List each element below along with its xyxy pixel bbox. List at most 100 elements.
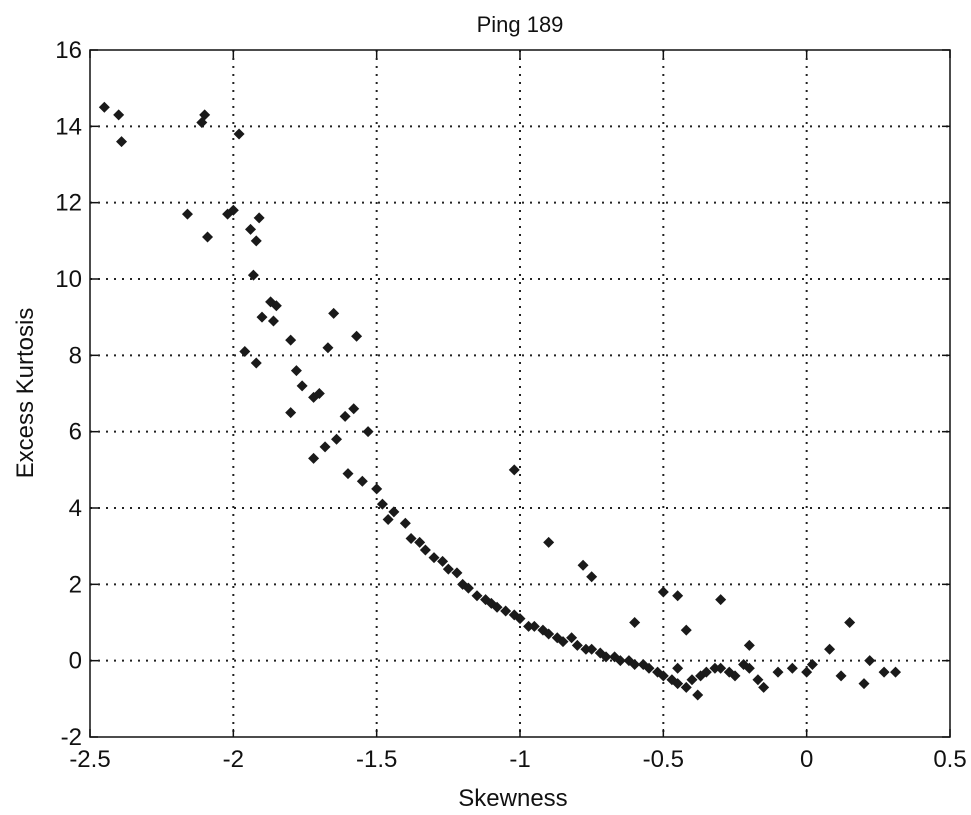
data-point (586, 571, 598, 583)
data-points (98, 101, 902, 701)
y-tick-label: 16 (55, 37, 82, 64)
data-point (322, 342, 334, 354)
data-point (543, 628, 555, 640)
y-tick-label: 10 (55, 266, 82, 293)
data-point (296, 380, 308, 392)
data-point (471, 590, 483, 602)
data-point (250, 235, 262, 247)
tick-marks (89, 49, 951, 738)
data-point (577, 559, 589, 571)
data-point (806, 658, 818, 670)
data-point (181, 208, 193, 220)
data-point (557, 636, 569, 648)
data-point (643, 662, 655, 674)
data-point (371, 483, 383, 495)
data-point (356, 475, 368, 487)
data-point (328, 307, 340, 319)
data-point (285, 334, 297, 346)
data-point (339, 410, 351, 422)
data-point (267, 315, 279, 327)
data-point (680, 681, 692, 693)
data-point (700, 666, 712, 678)
data-point (508, 464, 520, 476)
data-point (253, 212, 265, 224)
y-tick-label: -2 (61, 724, 82, 751)
data-point (758, 681, 770, 693)
data-point (399, 517, 411, 529)
data-point (890, 666, 902, 678)
data-point (752, 674, 764, 686)
data-point (199, 109, 211, 121)
data-point (629, 658, 641, 670)
data-point (600, 651, 612, 663)
data-point (491, 601, 503, 613)
data-point (864, 655, 876, 667)
data-point (348, 403, 360, 415)
data-point (571, 639, 583, 651)
data-point (319, 441, 331, 453)
y-tick-labels: -2 0 2 4 6 8 10 12 14 16 (55, 37, 82, 751)
data-point (250, 357, 262, 369)
x-tick-label: -2.5 (69, 746, 110, 773)
data-point (514, 613, 526, 625)
data-point (528, 620, 540, 632)
x-tick-label: -2 (223, 746, 244, 773)
x-axis-label: Skewness (458, 785, 567, 812)
data-point (382, 513, 394, 525)
data-point (308, 452, 320, 464)
data-point (313, 388, 325, 399)
data-point (376, 498, 388, 510)
data-point (256, 311, 268, 323)
data-point (523, 620, 535, 632)
y-tick-label: 14 (55, 113, 82, 140)
data-point (543, 536, 555, 548)
data-point (566, 632, 578, 644)
data-point (290, 365, 302, 377)
x-tick-label: -0.5 (643, 746, 684, 773)
data-point (437, 555, 449, 567)
data-point (672, 678, 684, 690)
data-point (245, 223, 257, 235)
data-point (116, 136, 128, 148)
data-point (500, 605, 512, 617)
data-point (451, 567, 463, 579)
x-tick-label: 0 (800, 746, 813, 773)
data-point (672, 662, 684, 674)
data-point (743, 639, 755, 651)
data-point (772, 666, 784, 678)
y-tick-label: 2 (69, 571, 82, 598)
data-point (629, 617, 641, 628)
data-point (442, 563, 454, 575)
data-point (680, 624, 692, 636)
data-point (729, 670, 741, 682)
data-point (285, 407, 297, 419)
y-tick-label: 0 (69, 648, 82, 675)
data-point (715, 594, 727, 606)
data-point (414, 536, 426, 548)
data-point (580, 643, 592, 655)
data-point (462, 582, 474, 594)
data-point (878, 666, 890, 678)
data-point (844, 617, 856, 628)
y-tick-label: 12 (55, 190, 82, 217)
data-point (98, 101, 110, 113)
data-point (227, 204, 239, 216)
data-point (586, 643, 598, 655)
chart-title: Ping 189 (477, 12, 564, 37)
data-point (419, 544, 431, 556)
data-point (657, 670, 669, 682)
y-axis-label: Excess Kurtosis (12, 308, 39, 479)
data-point (247, 269, 259, 281)
data-point (362, 426, 374, 438)
data-point (388, 506, 400, 518)
data-point (824, 643, 836, 655)
x-tick-labels: -2.5 -2 -1.5 -1 -0.5 0 0.5 (69, 746, 966, 773)
data-point (113, 109, 125, 121)
data-point (657, 586, 669, 598)
data-point (270, 300, 282, 312)
data-point (715, 662, 727, 674)
plot-area (90, 50, 950, 737)
x-tick-label: -1.5 (356, 746, 397, 773)
data-point (351, 330, 363, 342)
data-point (835, 670, 847, 682)
